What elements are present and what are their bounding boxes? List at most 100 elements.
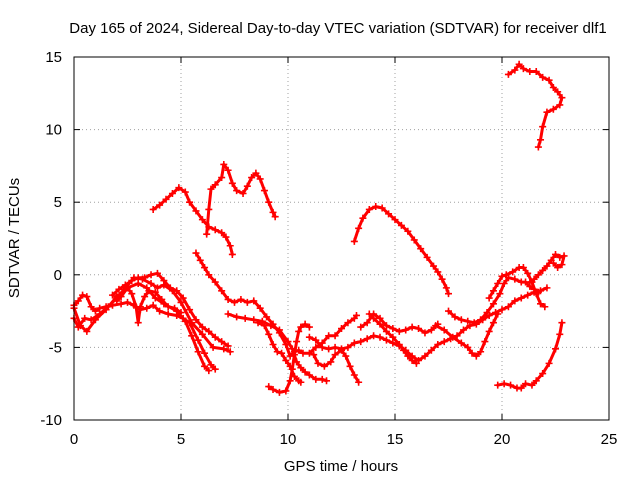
data-point-marker — [325, 345, 333, 353]
data-point-marker — [282, 356, 290, 364]
series-s5 — [113, 284, 185, 327]
x-tick-label: 15 — [387, 431, 404, 448]
data-point-marker — [299, 349, 307, 357]
data-point-marker — [260, 187, 268, 195]
data-point-marker — [344, 319, 352, 327]
data-point-marker — [177, 309, 185, 317]
data-point-marker — [207, 361, 215, 369]
data-point-marker — [192, 249, 200, 257]
data-point-marker — [498, 272, 506, 280]
data-point-marker — [346, 362, 354, 370]
data-point-marker — [556, 101, 564, 109]
series-s7 — [203, 160, 279, 238]
data-point-marker — [464, 317, 472, 325]
data-point-marker — [532, 68, 540, 76]
data-point-marker — [500, 280, 508, 288]
data-point-marker — [205, 205, 213, 213]
data-point-marker — [350, 371, 358, 379]
data-point-marker — [220, 345, 228, 353]
data-point-marker — [357, 338, 365, 346]
data-point-marker — [226, 348, 234, 356]
data-point-marker — [156, 201, 164, 209]
data-point-marker — [355, 378, 363, 386]
data-point-marker — [301, 320, 309, 328]
data-point-marker — [389, 333, 397, 341]
data-point-marker — [395, 340, 403, 348]
data-point-marker — [305, 349, 313, 357]
data-point-marker — [81, 314, 89, 322]
data-point-marker — [198, 216, 206, 224]
x-axis-label: GPS time / hours — [284, 458, 398, 475]
data-point-marker — [517, 294, 525, 302]
data-point-marker — [171, 304, 179, 312]
data-point-marker — [382, 327, 390, 335]
data-point-marker — [109, 291, 117, 299]
data-point-marker — [312, 336, 320, 344]
series-s13 — [310, 346, 363, 386]
data-point-marker — [295, 327, 303, 335]
data-point-marker — [312, 343, 320, 351]
data-point-marker — [515, 60, 523, 68]
data-point-marker — [352, 311, 360, 319]
data-point-marker — [320, 362, 328, 370]
series-s19 — [485, 264, 549, 311]
data-point-marker — [370, 314, 378, 322]
data-point-marker — [275, 388, 283, 396]
data-point-marker — [498, 306, 506, 314]
data-point-marker — [558, 319, 566, 327]
data-point-marker — [162, 195, 170, 203]
data-point-marker — [211, 365, 219, 373]
data-point-marker — [269, 340, 277, 348]
data-point-marker — [273, 348, 281, 356]
series-s3 — [70, 291, 219, 373]
data-point-marker — [556, 330, 564, 338]
y-tick-label: -5 — [49, 339, 62, 356]
data-point-marker — [265, 198, 273, 206]
data-point-marker — [365, 310, 373, 318]
series-trace — [72, 293, 217, 371]
data-point-marker — [134, 274, 142, 282]
data-point-marker — [519, 65, 527, 73]
data-point-marker — [141, 274, 149, 282]
data-point-marker — [173, 287, 181, 295]
data-point-marker — [430, 262, 438, 270]
data-point-marker — [355, 224, 363, 232]
data-point-marker — [124, 298, 131, 306]
data-point-marker — [357, 323, 365, 331]
x-tick-label: 10 — [280, 431, 297, 448]
data-point-marker — [445, 290, 452, 298]
data-point-marker — [485, 294, 493, 302]
data-point-marker — [228, 179, 236, 187]
data-point-marker — [541, 303, 549, 311]
data-point-marker — [549, 105, 557, 113]
data-point-marker — [350, 339, 358, 347]
data-point-marker — [260, 322, 268, 330]
data-point-marker — [224, 342, 232, 350]
data-point-marker — [532, 290, 540, 298]
data-point-marker — [233, 187, 241, 195]
data-point-marker — [168, 189, 176, 197]
data-point-marker — [173, 311, 181, 319]
y-tick-label: 5 — [54, 194, 62, 211]
data-point-marker — [504, 303, 512, 311]
data-point-marker — [314, 359, 322, 367]
data-point-marker — [325, 332, 333, 340]
data-point-marker — [459, 326, 467, 334]
data-point-marker — [338, 325, 345, 333]
data-point-marker — [153, 284, 161, 292]
data-point-marker — [286, 377, 294, 385]
data-point-marker — [554, 88, 562, 96]
data-point-marker — [87, 316, 95, 324]
data-point-marker — [179, 294, 187, 302]
data-point-marker — [534, 271, 542, 279]
data-point-marker — [288, 365, 296, 373]
data-point-marker — [117, 300, 125, 308]
series-trace — [226, 312, 328, 383]
data-point-marker — [376, 333, 384, 341]
data-point-marker — [203, 230, 211, 238]
data-point-marker — [147, 271, 155, 279]
series-s10 — [254, 319, 305, 386]
data-point-marker — [209, 343, 217, 351]
series-s11 — [265, 320, 313, 396]
data-point-marker — [284, 338, 292, 346]
